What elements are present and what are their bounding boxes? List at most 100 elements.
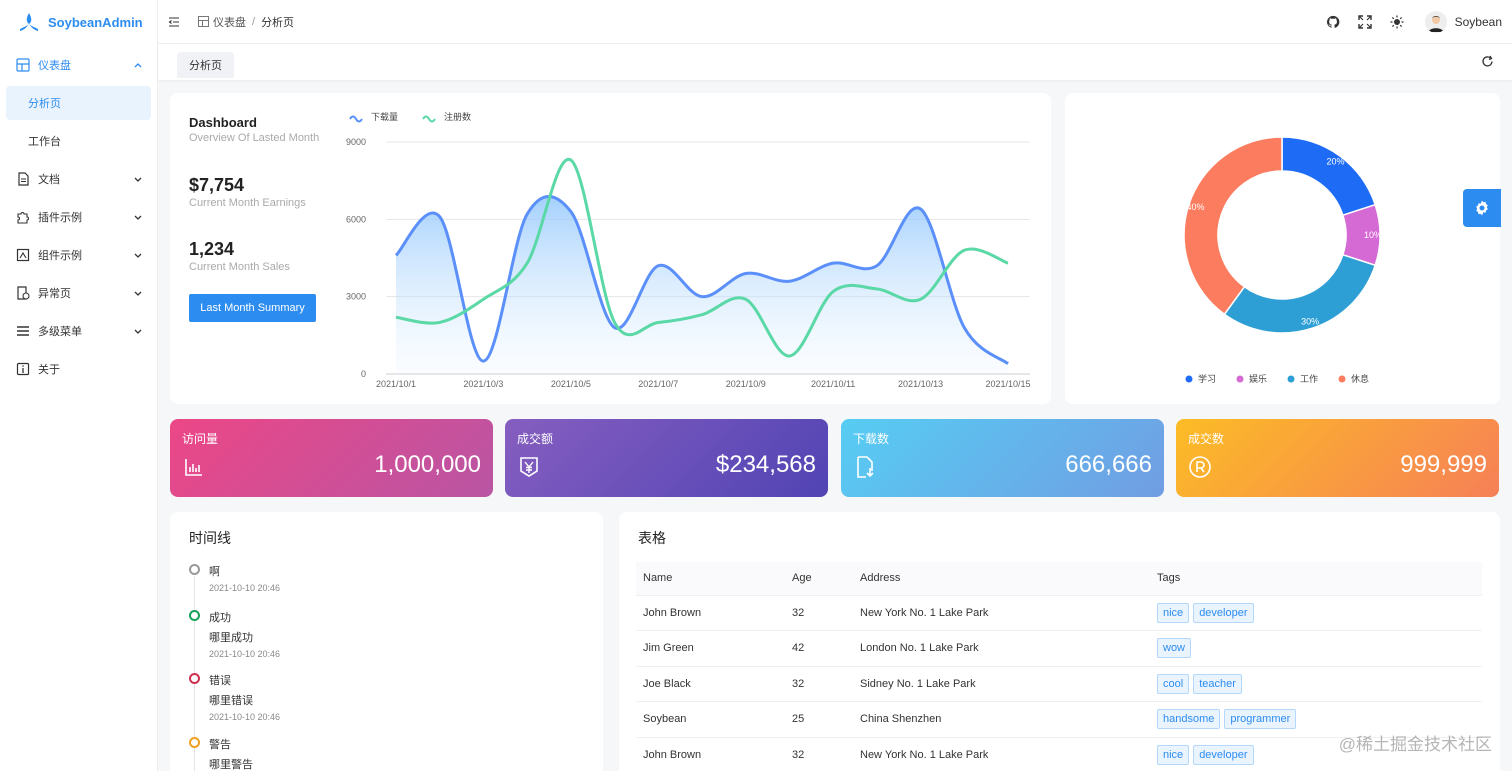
pie-legend-label: 娱乐: [1249, 373, 1267, 384]
stat-card-deals: 成交数 999,999: [1176, 419, 1499, 497]
settings-button[interactable]: [1463, 189, 1501, 227]
x-tick-label: 2021/10/7: [638, 379, 678, 389]
pie-value-label: 20%: [1326, 156, 1344, 166]
pie-value-label: 30%: [1301, 317, 1319, 327]
cell-name: John Brown: [636, 737, 785, 771]
y-tick-label: 3000: [346, 292, 366, 302]
timeline-dot: [189, 673, 200, 684]
sales-label: Current Month Sales: [189, 261, 290, 273]
breadcrumb: 仪表盘 / 分析页: [198, 14, 294, 30]
sidebar-item-label: 关于: [38, 364, 60, 376]
avatar[interactable]: [1424, 11, 1447, 33]
column-header: Age: [785, 562, 853, 596]
breadcrumb-separator: /: [252, 15, 256, 28]
tag: developer: [1193, 744, 1254, 765]
menu-fold-icon[interactable]: [168, 16, 180, 28]
sidebar-item-workbench[interactable]: 工作台: [28, 136, 61, 148]
theme-sun-icon[interactable]: [1390, 15, 1404, 29]
download-file-icon: [857, 456, 874, 478]
dashboard-title: Dashboard: [189, 115, 257, 130]
last-month-summary-button[interactable]: Last Month Summary: [189, 294, 316, 322]
dashboard-subtitle: Overview Of Lasted Month: [189, 132, 320, 144]
timeline-dot: [189, 564, 200, 575]
legend-label: 注册数: [444, 111, 471, 122]
table-row: Joe Black 32 Sidney No. 1 Lake Park cool…: [636, 666, 1482, 702]
component-icon: [16, 248, 30, 262]
timeline-item-time: 2021-10-10 20:46: [209, 712, 281, 722]
y-tick-label: 6000: [346, 214, 366, 224]
cell-age: 25: [785, 701, 853, 738]
chevron-down-icon: [134, 329, 142, 334]
table-card: 表格 Name Age Address Tags John Brown 32 N…: [619, 512, 1500, 771]
stat-title: 成交数: [1188, 432, 1225, 446]
plugin-icon: [16, 210, 30, 224]
sidebar-item-analysis[interactable]: 分析页: [6, 86, 151, 120]
timeline-item-title: 成功: [209, 612, 231, 624]
sidebar-item-component[interactable]: 组件示例: [0, 236, 157, 274]
timeline-item-title: 警告: [209, 739, 231, 751]
stat-title: 访问量: [182, 432, 219, 446]
timeline-item-title: 啊: [209, 566, 220, 578]
series-line-0: [394, 195, 1009, 365]
breadcrumb-item-current: 分析页: [261, 16, 295, 29]
tag: nice: [1157, 602, 1190, 623]
column-header: Tags: [1150, 562, 1482, 596]
y-tick-label: 9000: [346, 137, 366, 147]
stat-value: 999,999: [1400, 451, 1487, 478]
table-row: John Brown 32 New York No. 1 Lake Park n…: [636, 737, 1482, 771]
timeline-dot: [189, 610, 200, 621]
tab-analysis[interactable]: 分析页: [177, 52, 234, 78]
app-logo[interactable]: SoybeanAdmin: [0, 0, 157, 44]
sidebar-item-dashboard[interactable]: 仪表盘: [0, 46, 157, 84]
stat-value: $234,568: [715, 451, 816, 478]
table-row: Soybean 25 China Shenzhen handsome progra…: [636, 701, 1482, 738]
sidebar-item-about[interactable]: 关于: [0, 350, 157, 388]
pie-legend-label: 工作: [1300, 373, 1318, 384]
cell-address: New York No. 1 Lake Park: [853, 737, 1150, 771]
cell-name: John Brown: [636, 595, 785, 631]
cell-age: 32: [785, 595, 853, 631]
table-header-row: Name Age Address Tags: [636, 562, 1482, 596]
sidebar-item-document[interactable]: 文档: [0, 160, 157, 198]
series-line-1: [395, 158, 1009, 358]
earnings-label: Current Month Earnings: [189, 197, 306, 209]
pie-value-label: 40%: [1186, 202, 1204, 212]
watermark: @稀土掘金技术社区: [1338, 735, 1492, 754]
legend-label: 下载量: [371, 111, 398, 122]
breadcrumb-item-dashboard[interactable]: 仪表盘: [213, 16, 246, 29]
cell-age: 32: [785, 666, 853, 702]
soybean-logo-icon: [20, 13, 38, 31]
github-icon[interactable]: [1326, 15, 1340, 29]
fullscreen-icon[interactable]: [1357, 15, 1372, 29]
timeline-item-time: 2021-10-10 20:46: [209, 649, 281, 659]
cell-address: Sidney No. 1 Lake Park: [853, 666, 1150, 702]
stat-title: 下载数: [853, 432, 890, 446]
line-chart: 0 3000 6000 9000 2021/10/1 2021/10/3 2021/10/5…: [346, 111, 1031, 389]
tag: teacher: [1193, 673, 1242, 694]
sidebar-item-plugin[interactable]: 插件示例: [0, 198, 157, 236]
timeline-dot: [189, 737, 200, 748]
chevron-down-icon: [134, 177, 142, 182]
timeline-item-title: 错误: [209, 675, 231, 687]
user-avatar-icon: [1424, 11, 1447, 33]
timeline-item-content: 哪里警告: [209, 759, 253, 771]
bar-chart-icon: [185, 459, 202, 476]
x-tick-label: 2021/10/3: [463, 379, 503, 389]
timeline-title: 时间线: [189, 530, 231, 546]
legend-marker: [349, 115, 363, 123]
sidebar-item-label: 多级菜单: [38, 326, 82, 338]
registered-icon: [1189, 456, 1211, 478]
pie-legend-marker: [1185, 375, 1193, 383]
stat-card-downloads: 下载数 666,666: [841, 419, 1164, 497]
pie-slice-2: [1223, 253, 1377, 334]
pie-legend-label: 学习: [1198, 373, 1216, 384]
sidebar-item-label: 组件示例: [38, 250, 82, 262]
user-name[interactable]: Soybean: [1454, 15, 1502, 29]
dashboard-icon: [198, 16, 209, 27]
sidebar-item-exception[interactable]: 异常页: [0, 274, 157, 312]
cell-name: Joe Black: [636, 666, 785, 702]
table-row: Jim Green 42 London No. 1 Lake Park wow: [636, 630, 1482, 667]
x-tick-label: 2021/10/13: [898, 379, 943, 389]
sidebar-item-multi-menu[interactable]: 多级菜单: [0, 312, 157, 350]
refresh-icon[interactable]: [1481, 55, 1494, 68]
